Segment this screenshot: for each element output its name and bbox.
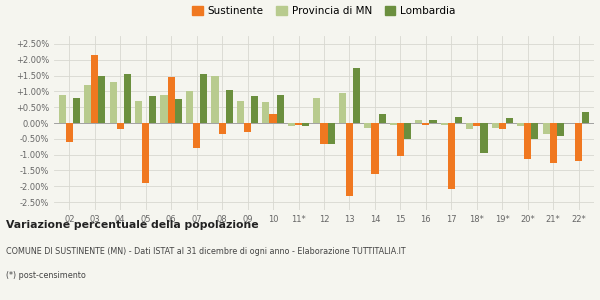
Bar <box>371 123 379 174</box>
Bar <box>313 98 320 123</box>
Text: (*) post-censimento: (*) post-censimento <box>6 272 86 280</box>
Bar <box>218 123 226 134</box>
Bar <box>91 55 98 123</box>
Bar <box>422 123 430 124</box>
Bar <box>499 123 506 129</box>
Bar <box>582 112 589 123</box>
Bar <box>193 123 200 148</box>
Bar <box>466 123 473 129</box>
Bar <box>73 98 80 123</box>
Bar <box>557 123 564 136</box>
Bar <box>430 120 437 123</box>
Bar <box>110 82 116 123</box>
Bar <box>84 85 91 123</box>
Bar <box>269 115 277 123</box>
Bar <box>211 76 218 123</box>
Bar <box>244 123 251 133</box>
Bar <box>353 68 360 123</box>
Bar <box>135 101 142 123</box>
Bar <box>328 123 335 144</box>
Bar <box>142 123 149 183</box>
Bar <box>517 123 524 126</box>
Bar <box>455 117 462 123</box>
Bar <box>524 123 532 159</box>
Bar <box>481 123 488 153</box>
Bar <box>473 123 481 126</box>
Bar <box>448 123 455 189</box>
Bar <box>542 123 550 134</box>
Bar <box>364 123 371 128</box>
Bar <box>532 123 538 139</box>
Text: COMUNE DI SUSTINENTE (MN) - Dati ISTAT al 31 dicembre di ogni anno - Elaborazion: COMUNE DI SUSTINENTE (MN) - Dati ISTAT a… <box>6 248 406 256</box>
Bar <box>550 123 557 163</box>
Bar <box>339 93 346 123</box>
Bar <box>186 92 193 123</box>
Bar <box>415 120 422 123</box>
Bar <box>302 123 309 126</box>
Bar <box>491 123 499 128</box>
Legend: Sustinente, Provincia di MN, Lombardia: Sustinente, Provincia di MN, Lombardia <box>192 6 456 16</box>
Bar <box>116 123 124 129</box>
Bar <box>440 123 448 124</box>
Bar <box>262 102 269 123</box>
Bar <box>320 123 328 144</box>
Bar <box>404 123 411 139</box>
Bar <box>149 96 157 123</box>
Bar <box>59 94 66 123</box>
Bar <box>98 76 106 123</box>
Bar <box>66 123 73 142</box>
Bar <box>397 123 404 156</box>
Bar <box>200 74 208 123</box>
Bar <box>175 99 182 123</box>
Bar <box>288 123 295 126</box>
Bar <box>124 74 131 123</box>
Bar <box>346 123 353 196</box>
Bar <box>237 101 244 123</box>
Bar <box>277 94 284 123</box>
Bar <box>390 123 397 124</box>
Bar <box>506 118 513 123</box>
Text: Variazione percentuale della popolazione: Variazione percentuale della popolazione <box>6 220 259 230</box>
Bar <box>379 115 386 123</box>
Bar <box>167 77 175 123</box>
Bar <box>295 123 302 124</box>
Bar <box>160 94 167 123</box>
Bar <box>226 90 233 123</box>
Bar <box>251 96 258 123</box>
Bar <box>575 123 582 161</box>
